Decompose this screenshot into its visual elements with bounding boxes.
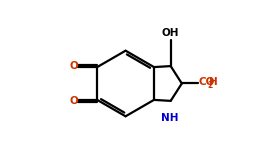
Text: H: H	[209, 77, 218, 87]
Text: 2: 2	[207, 81, 212, 90]
Text: O: O	[70, 96, 78, 106]
Text: O: O	[70, 61, 78, 71]
Text: NH: NH	[161, 113, 178, 123]
Text: OH: OH	[162, 28, 179, 38]
Text: CO: CO	[199, 77, 215, 87]
